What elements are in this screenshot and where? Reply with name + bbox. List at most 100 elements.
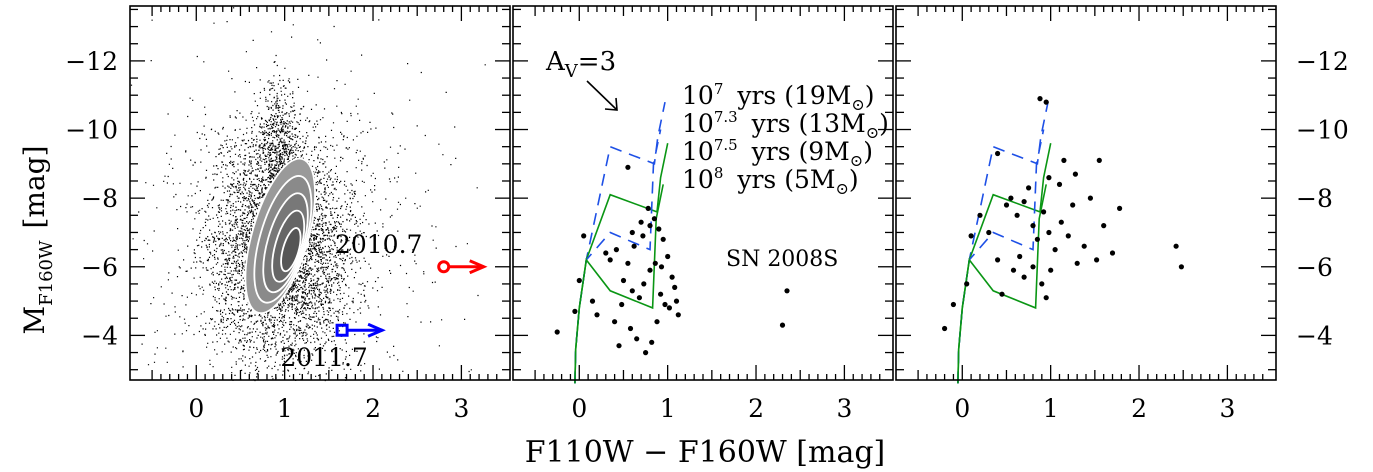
panel-frame (895, 5, 1277, 381)
star-point (1173, 243, 1179, 249)
star-point (1003, 202, 1010, 208)
star-point (629, 229, 635, 236)
isochrone-legend-entry: 107 yrs (19M⊙) (682, 80, 875, 114)
star-point (619, 301, 625, 308)
epoch-marker: 2010.7 (335, 230, 488, 275)
panel-field-stars: 2010.7 2011.7 (130, 7, 488, 382)
star-point (1017, 253, 1023, 260)
y-axis-label-main: M (18, 306, 51, 335)
star-point (634, 336, 640, 342)
x-tick-label: 2 (365, 394, 381, 423)
star-point (1014, 212, 1020, 218)
star-point (1046, 175, 1052, 181)
star-point (995, 150, 1001, 157)
star-point (1081, 243, 1087, 249)
x-tick-label: 0 (954, 394, 970, 423)
star-point (999, 291, 1005, 297)
y-tick-label-left: −4 (81, 321, 118, 350)
star-point (1039, 281, 1045, 287)
isochrone-legend-entry: 107.3 yrs (13M⊙) (682, 108, 889, 142)
x-tick-label: 1 (277, 394, 293, 423)
star-point (581, 233, 587, 239)
y-tick-label-left: −10 (65, 116, 118, 145)
isochrone-track (957, 184, 1047, 384)
star-point (666, 305, 673, 311)
star-point (625, 260, 631, 266)
epoch-label: 2011.7 (280, 343, 367, 372)
star-point (1041, 209, 1047, 215)
svg-text:MF160W[mag]: MF160W [mag] (18, 145, 57, 334)
star-point (1072, 171, 1078, 177)
star-point (1037, 96, 1043, 102)
epoch-label: 2010.7 (335, 230, 422, 259)
y-tick-label-right: −10 (1296, 116, 1349, 145)
isochrone-legend: 107 yrs (19M⊙)107.3 yrs (13M⊙)107.5 yrs (9M… (682, 80, 889, 198)
star-point (942, 325, 948, 332)
y-tick-label-right: −8 (1296, 184, 1333, 213)
limit-arrow-head (469, 259, 488, 275)
star-point (986, 229, 992, 236)
star-point (673, 298, 680, 304)
star-point (554, 329, 560, 335)
isochrone-track (574, 184, 664, 384)
star-point (652, 260, 658, 266)
star-point (1034, 236, 1040, 242)
isochrone-legend-entry: 108 yrs (5M⊙) (682, 164, 859, 198)
star-point (638, 219, 644, 225)
star-point (647, 267, 653, 273)
star-point (613, 247, 620, 253)
star-point (1043, 99, 1049, 105)
axes-layer: 0 1 2 3 0 1 2 3 0 1 2 3 −12 −12 −10 −10 −8 −8 −6 −6 −4 −4 (65, 5, 1349, 423)
star-point (665, 253, 671, 260)
star-point (607, 257, 613, 263)
star-point (649, 339, 655, 345)
star-point (1021, 199, 1027, 205)
star-point (620, 277, 627, 284)
star-point (1070, 202, 1076, 208)
isochrone-legend-entry: 107.5 yrs (9M⊙) (682, 136, 873, 170)
star-point (660, 236, 666, 242)
star-point (572, 308, 578, 314)
isochrone-track (957, 101, 1049, 384)
star-point (784, 288, 790, 294)
star-point (672, 284, 678, 290)
star-point (616, 343, 622, 349)
star-point (631, 243, 637, 249)
star-point (1043, 295, 1049, 301)
star-point (636, 295, 643, 301)
star-point (779, 322, 786, 328)
star-point (589, 298, 596, 304)
y-axis-label-sub: F160W (36, 240, 57, 306)
x-tick-label: 3 (1219, 394, 1235, 423)
star-point (641, 281, 647, 287)
y-tick-label-left: −6 (81, 253, 118, 282)
star-point (1021, 274, 1027, 280)
star-point (675, 312, 681, 318)
star-point (977, 212, 983, 218)
star-point (640, 233, 646, 239)
y-tick-label-right: −6 (1296, 253, 1333, 282)
x-tick-label: 1 (660, 394, 676, 423)
star-point (629, 288, 635, 294)
star-point (1096, 157, 1102, 163)
star-point (658, 264, 665, 270)
star-point (1074, 260, 1080, 266)
star-point (968, 233, 974, 239)
star-point (1109, 250, 1116, 256)
y-tick-label-left: −8 (81, 184, 118, 213)
star-point (1030, 223, 1036, 229)
star-point (669, 274, 675, 280)
star-point (1087, 195, 1093, 201)
reddening-arrow-head (604, 97, 618, 111)
star-point (1048, 267, 1054, 273)
star-point (576, 277, 582, 284)
density-contours (244, 157, 316, 315)
y-axis-label-unit: [mag] (18, 145, 51, 228)
star-point (950, 301, 957, 308)
x-tick-label: 1 (1043, 394, 1059, 423)
star-point (1117, 205, 1123, 211)
star-point (643, 350, 649, 356)
x-tick-label: 2 (748, 394, 764, 423)
star-point (594, 312, 600, 318)
